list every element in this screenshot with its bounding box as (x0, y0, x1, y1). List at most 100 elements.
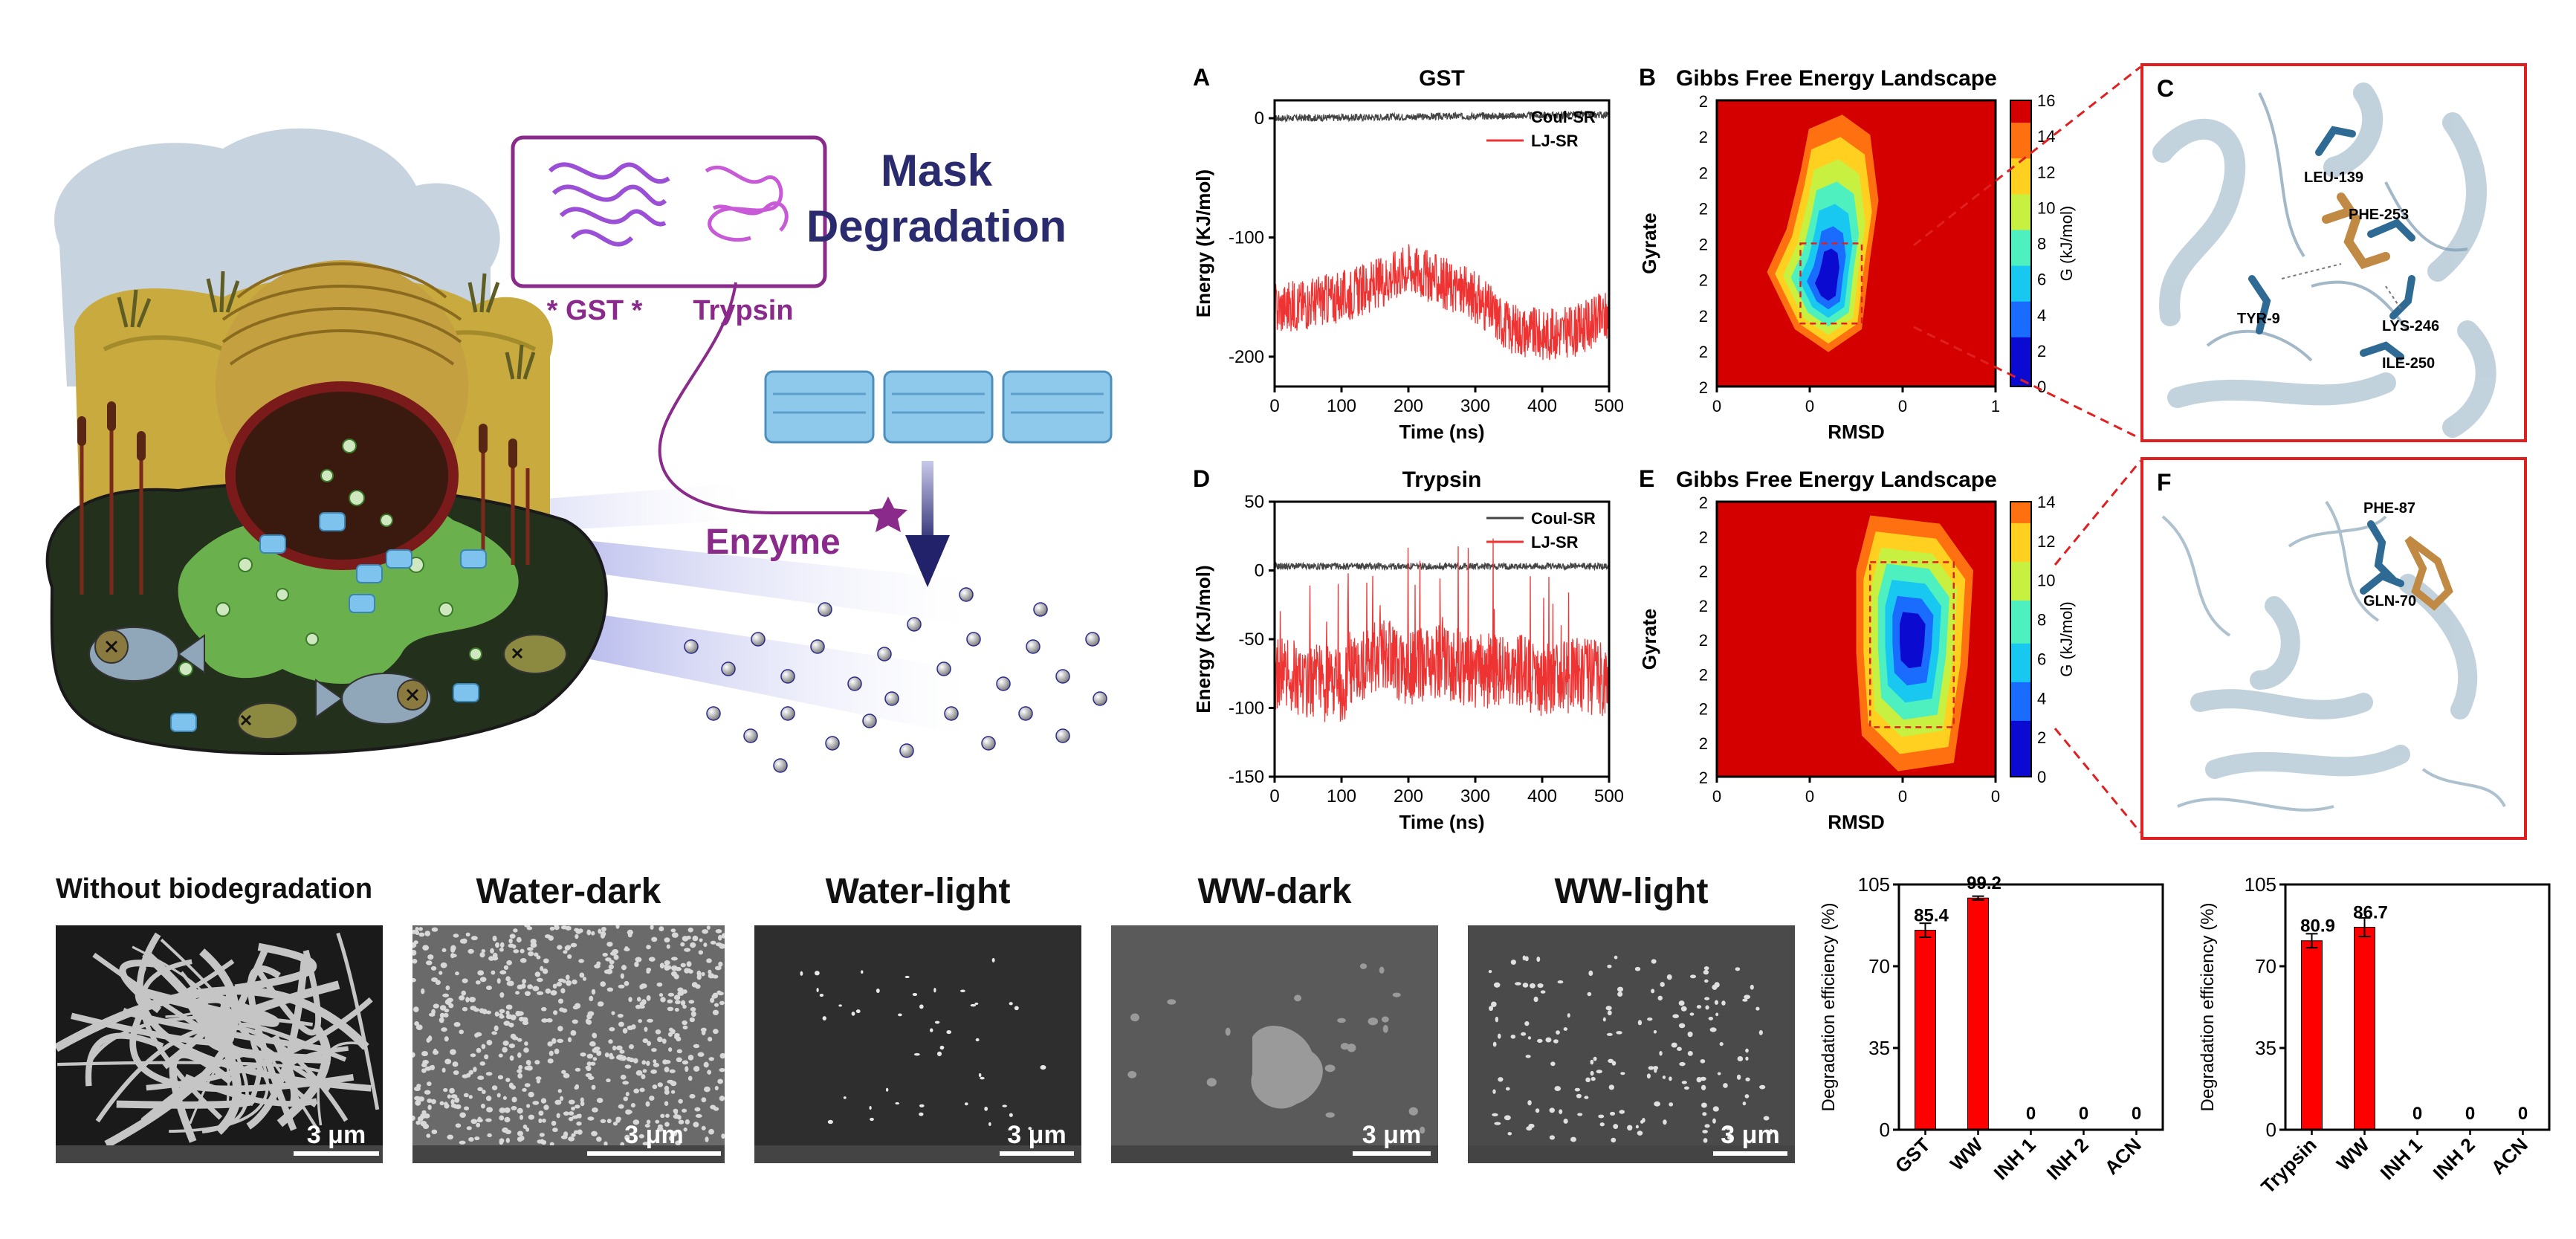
grass (117, 271, 536, 380)
colorbar-cell (2010, 579, 2031, 584)
trypsin-structure-icon (705, 165, 789, 242)
colorbar-cell (2010, 225, 2031, 231)
colorbar-tick-label: 16 (2037, 91, 2055, 110)
colorbar-cell (2010, 114, 2031, 120)
colorbar-tick-label: 6 (2037, 650, 2046, 668)
x-tick-label: 0 (1898, 397, 1907, 415)
x-tick-label: 300 (1460, 786, 1490, 806)
zoom-box (1799, 242, 1863, 325)
colorbar-cell (2010, 167, 2031, 173)
colorbar-cell (2010, 328, 2031, 334)
panel-letter: D (1193, 465, 1210, 492)
colorbar-tick-label: 0 (2037, 378, 2046, 396)
colorbar-cell (2010, 763, 2031, 769)
panel-c-gst-binding-site: C LEU-139 PHE-253 TYR-9 LYS-246 ILE-250 (2140, 63, 2527, 442)
colorbar-cell (2010, 734, 2031, 739)
colorbar-cell (2010, 553, 2031, 559)
colorbar-cell (2010, 265, 2031, 271)
colorbar-cell (2010, 203, 2031, 209)
scale-bar: 3 μm (1713, 1121, 1787, 1156)
x-tick-label: 500 (1594, 396, 1624, 416)
x-tick-label: 100 (1327, 396, 1356, 416)
data-label: 0 (2026, 1104, 2036, 1124)
panel-letter: E (1639, 465, 1654, 492)
colorbar-cell (2010, 751, 2031, 757)
residue-label: LYS-246 (2382, 318, 2439, 334)
enzyme-path (658, 282, 877, 514)
sem-image (1468, 925, 1795, 1163)
colorbar-cell (2010, 105, 2031, 111)
sem-title: Water-light (825, 872, 1011, 911)
colorbar-cell (2010, 540, 2031, 546)
scale-bar: 3 μm (1353, 1121, 1431, 1156)
x-tick-label: INH 1 (1990, 1133, 2040, 1184)
y-axis-label: Energy (KJ/mol) (1192, 169, 1214, 317)
colorbar-cell (2010, 350, 2031, 356)
colorbar-cell (2010, 256, 2031, 262)
x-tick-label: ACN (2100, 1133, 2146, 1179)
arrow-shaft (922, 461, 933, 550)
x-axis-label: RMSD (1828, 811, 1885, 833)
colorbar-cell (2010, 699, 2031, 705)
y-tick-label: 0 (2266, 1119, 2276, 1141)
colorbar-label: G (kJ/mol) (2057, 206, 2076, 281)
colorbar-cell (2010, 332, 2031, 338)
colorbar-cell (2010, 527, 2031, 533)
data-label: 0 (2079, 1104, 2088, 1124)
colorbar-cell (2010, 305, 2031, 311)
chart-title: Gibbs Free Energy Landscape (1676, 468, 1997, 492)
colorbar-cell (2010, 720, 2031, 726)
colorbar-frame (2010, 501, 2032, 777)
x-tick-label: INH 1 (2376, 1133, 2427, 1184)
colorbar-cell (2010, 310, 2031, 316)
colorbar-cell (2010, 274, 2031, 280)
pollutant-bubbles (178, 439, 482, 676)
colorbar-tick-label: 12 (2037, 532, 2055, 551)
colorbar-cell (2010, 561, 2031, 567)
sem-title: WW-light (1554, 872, 1709, 911)
colorbar-cell (2010, 583, 2031, 589)
colorbar-cell (2010, 292, 2031, 298)
colorbar-cell (2010, 118, 2031, 124)
x-tick-label: 0 (1898, 787, 1907, 806)
colorbar-frame (2010, 100, 2032, 387)
colorbar-cell (2010, 690, 2031, 696)
y-tick-label: 2 (1699, 271, 1708, 290)
colorbar-cell (2010, 346, 2031, 352)
y-tick-label: 70 (1868, 955, 1890, 977)
chart-trypsin-degradation-efficiency: 80.9 Trypsin 86.7 WW 0 INH 1 0 INH 2 0 ACN 0 35 70 10… (2198, 873, 2551, 1198)
colorbar-cell (2010, 319, 2031, 325)
colorbar-cell (2010, 673, 2031, 679)
legend-label: LJ-SR (1531, 132, 1579, 150)
y-tick-label: 2 (1699, 164, 1708, 182)
colorbar-cell (2010, 261, 2031, 267)
sem-title: WW-dark (1197, 872, 1352, 911)
chart-a-gst-energy: A GST 0 -100 -200 0 100 200 300 400 500 Time (ns) En… (1192, 64, 1624, 443)
colorbar-cell (2010, 216, 2031, 222)
scale-bar: 3 μm (587, 1121, 721, 1156)
colorbar-cell (2010, 163, 2031, 169)
colorbar-cell (2010, 270, 2031, 276)
bar (1915, 930, 1936, 1130)
y-axis-label: Degradation efficiency (%) (1819, 902, 1839, 1111)
colorbar-cell (2010, 652, 2031, 658)
x-tick-label: 0 (1269, 786, 1279, 806)
panel-letter-f: F (2157, 469, 2172, 496)
y-tick-label: 2 (1699, 665, 1708, 684)
panel-letter-c: C (2157, 75, 2174, 102)
residue-label: PHE-253 (2349, 207, 2409, 223)
x-tick-label: WW (1946, 1133, 1987, 1175)
surgical-masks (764, 370, 1113, 444)
contour-level (1814, 248, 1839, 301)
colorbar-cell (2010, 613, 2031, 619)
colorbar-cell (2010, 703, 2031, 709)
y-tick-label: 0 (1255, 109, 1264, 129)
y-axis-label: Degradation efficiency (%) (2198, 902, 2218, 1111)
colorbar-cell (2010, 190, 2031, 195)
y-tick-label: 35 (2255, 1037, 2276, 1059)
bar (2354, 927, 2375, 1130)
y-tick-label: 2 (1699, 769, 1708, 787)
mask-degradation-illustration: Mask Degradation * GST * Trypsin Enzyme (45, 128, 1113, 773)
